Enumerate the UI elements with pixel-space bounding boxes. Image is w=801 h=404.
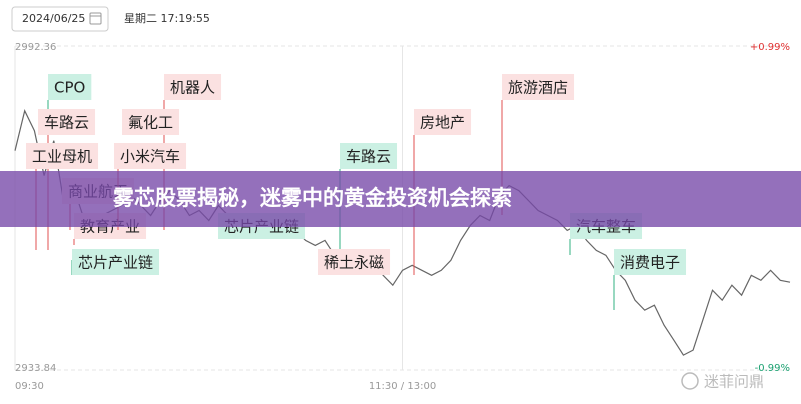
tag-label: 氟化工: [128, 114, 173, 132]
x-tick-label: 11:30 / 13:00: [369, 381, 436, 392]
tag-box: [414, 109, 472, 135]
y2-tick-label: +0.99%: [750, 42, 790, 53]
tag-box: [122, 109, 180, 135]
tag-box: [26, 143, 99, 169]
banner-band: [0, 171, 801, 227]
tag-box: [502, 74, 575, 100]
y-tick-label: 2933.84: [15, 363, 56, 374]
tag-box: [318, 249, 391, 275]
tag-label: 消费电子: [620, 254, 680, 272]
tag-label: 小米汽车: [120, 148, 180, 166]
tag-box: [164, 74, 222, 100]
tag-label: CPO: [54, 79, 85, 97]
date-box[interactable]: [11, 6, 109, 32]
watermark-icon: [681, 372, 699, 390]
calendar-icon: [89, 12, 102, 25]
y2-tick-label: -0.99%: [755, 363, 790, 374]
weekday-time: 星期二 17:19:55: [124, 12, 210, 25]
banner-text: 雾芯股票揭秘，迷雾中的黄金投资机会探索: [113, 186, 512, 210]
watermark: 迷菲问鼎: [704, 373, 764, 391]
y-tick-label: 2992.36: [15, 42, 56, 53]
date: 2024/06/25: [22, 12, 85, 25]
tag-label: 稀土永磁: [324, 254, 384, 272]
tag-label: 芯片产业链: [78, 254, 153, 272]
tag-box: [114, 143, 187, 169]
tag-box: [72, 249, 160, 275]
tag-label: 旅游酒店: [508, 79, 568, 97]
tag-box: [614, 249, 687, 275]
tag-label: 房地产: [420, 114, 465, 132]
x-tick-label: 09:30: [15, 381, 44, 392]
tag-box: [38, 109, 96, 135]
tag-box: [340, 143, 398, 169]
tag-label: 车路云: [44, 114, 89, 132]
tag-box: [48, 74, 92, 100]
tag-label: 工业母机: [32, 148, 92, 166]
tag-label: 车路云: [346, 148, 391, 166]
tag-label: 机器人: [170, 79, 215, 97]
